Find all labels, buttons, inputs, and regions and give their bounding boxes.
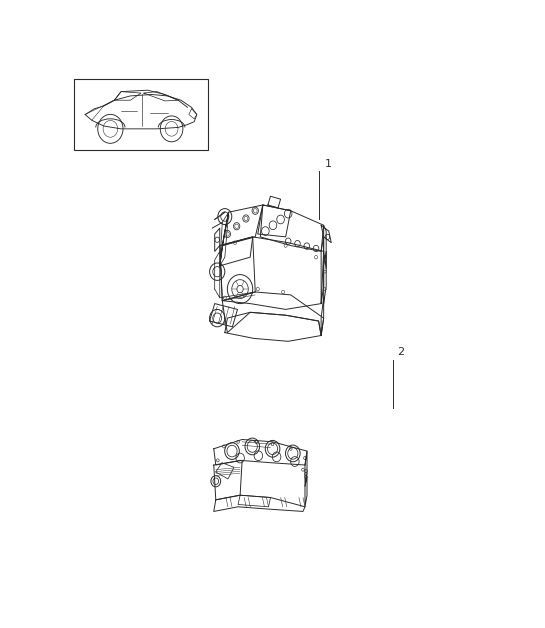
Text: 1: 1 bbox=[324, 159, 331, 169]
Bar bbox=[75, 78, 208, 150]
Text: 2: 2 bbox=[397, 347, 404, 357]
